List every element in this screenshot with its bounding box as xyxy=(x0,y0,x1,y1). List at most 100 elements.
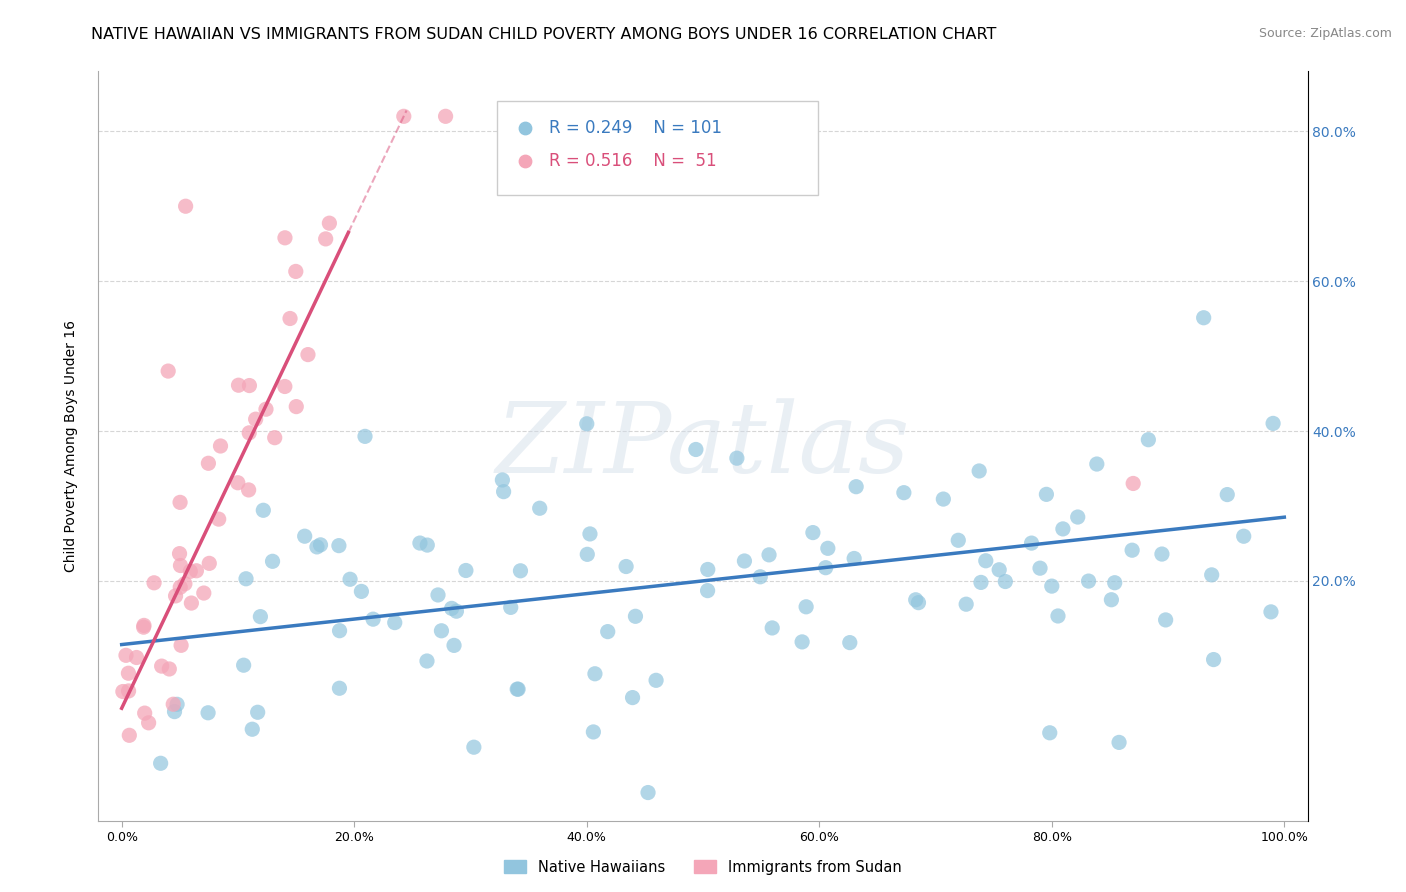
Native Hawaiians xyxy=(1137,433,1160,447)
Native Hawaiians xyxy=(970,575,993,590)
Native Hawaiians xyxy=(637,786,659,800)
Native Hawaiians xyxy=(955,597,977,611)
Native Hawaiians xyxy=(1216,487,1239,501)
Immigrants from Sudan xyxy=(143,575,166,590)
Immigrants from Sudan xyxy=(245,412,267,426)
Native Hawaiians xyxy=(440,601,463,615)
Native Hawaiians xyxy=(328,539,350,553)
Immigrants from Sudan xyxy=(198,557,221,571)
Native Hawaiians xyxy=(624,609,647,624)
Native Hawaiians xyxy=(1077,574,1099,588)
Native Hawaiians xyxy=(416,654,439,668)
Immigrants from Sudan xyxy=(193,586,215,600)
Immigrants from Sudan xyxy=(180,596,202,610)
Native Hawaiians xyxy=(1052,522,1074,536)
Native Hawaiians xyxy=(294,529,316,543)
Native Hawaiians xyxy=(384,615,406,630)
Immigrants from Sudan xyxy=(132,618,155,632)
Native Hawaiians xyxy=(491,473,513,487)
Native Hawaiians xyxy=(596,624,619,639)
Native Hawaiians xyxy=(305,540,328,554)
Native Hawaiians xyxy=(443,639,465,653)
Y-axis label: Child Poverty Among Boys Under 16: Child Poverty Among Boys Under 16 xyxy=(63,320,77,572)
Native Hawaiians xyxy=(508,682,530,697)
Native Hawaiians xyxy=(696,562,718,576)
Native Hawaiians xyxy=(790,635,813,649)
Immigrants from Sudan xyxy=(132,620,155,634)
Native Hawaiians xyxy=(463,740,485,755)
Immigrants from Sudan xyxy=(208,512,231,526)
Native Hawaiians xyxy=(725,451,748,466)
Native Hawaiians xyxy=(844,551,866,566)
Native Hawaiians xyxy=(492,484,515,499)
Native Hawaiians xyxy=(932,492,955,507)
Native Hawaiians xyxy=(1085,457,1108,471)
Native Hawaiians xyxy=(361,612,384,626)
Immigrants from Sudan xyxy=(392,109,415,123)
Native Hawaiians xyxy=(685,442,707,457)
Native Hawaiians xyxy=(1021,536,1043,550)
Immigrants from Sudan xyxy=(318,216,340,230)
Native Hawaiians xyxy=(814,560,837,574)
Native Hawaiians xyxy=(446,604,468,618)
Native Hawaiians xyxy=(454,564,477,578)
Native Hawaiians xyxy=(506,682,529,697)
Native Hawaiians xyxy=(1099,592,1122,607)
Native Hawaiians xyxy=(1192,310,1215,325)
Native Hawaiians xyxy=(733,554,755,568)
Native Hawaiians xyxy=(235,572,257,586)
Native Hawaiians xyxy=(1260,605,1282,619)
Immigrants from Sudan xyxy=(111,684,134,698)
Immigrants from Sudan xyxy=(297,348,319,362)
Text: Source: ZipAtlas.com: Source: ZipAtlas.com xyxy=(1258,27,1392,40)
Immigrants from Sudan xyxy=(434,109,457,123)
Immigrants from Sudan xyxy=(274,379,297,393)
Immigrants from Sudan xyxy=(169,495,191,509)
Native Hawaiians xyxy=(339,572,361,586)
Native Hawaiians xyxy=(163,705,186,719)
Native Hawaiians xyxy=(240,723,263,737)
Native Hawaiians xyxy=(621,690,644,705)
Native Hawaiians xyxy=(1261,417,1284,431)
Native Hawaiians xyxy=(645,673,668,688)
Immigrants from Sudan xyxy=(1122,476,1144,491)
Immigrants from Sudan xyxy=(254,402,277,417)
Native Hawaiians xyxy=(329,624,352,638)
Immigrants from Sudan xyxy=(150,659,173,673)
Immigrants from Sudan xyxy=(169,558,191,573)
Native Hawaiians xyxy=(249,609,271,624)
Immigrants from Sudan xyxy=(209,439,232,453)
Native Hawaiians xyxy=(696,583,718,598)
Native Hawaiians xyxy=(529,501,551,516)
Immigrants from Sudan xyxy=(174,199,197,213)
Immigrants from Sudan xyxy=(179,565,201,579)
Native Hawaiians xyxy=(149,756,172,771)
Native Hawaiians xyxy=(794,599,817,614)
Immigrants from Sudan xyxy=(285,400,308,414)
Native Hawaiians xyxy=(354,429,377,443)
Native Hawaiians xyxy=(1040,579,1063,593)
Native Hawaiians xyxy=(1121,543,1143,558)
Native Hawaiians xyxy=(246,706,269,720)
Native Hawaiians xyxy=(967,464,990,478)
Immigrants from Sudan xyxy=(138,715,160,730)
Immigrants from Sudan xyxy=(551,109,574,123)
Native Hawaiians xyxy=(350,584,373,599)
Native Hawaiians xyxy=(1067,510,1090,524)
Native Hawaiians xyxy=(1202,652,1225,666)
Immigrants from Sudan xyxy=(162,697,184,711)
Native Hawaiians xyxy=(761,621,783,635)
Immigrants from Sudan xyxy=(238,425,260,440)
Native Hawaiians xyxy=(430,624,453,638)
Native Hawaiians xyxy=(427,588,450,602)
Immigrants from Sudan xyxy=(238,378,260,392)
Native Hawaiians xyxy=(1154,613,1177,627)
Native Hawaiians xyxy=(509,564,531,578)
Native Hawaiians xyxy=(749,570,772,584)
Native Hawaiians xyxy=(166,698,188,712)
Native Hawaiians xyxy=(801,525,824,540)
Native Hawaiians xyxy=(948,533,970,548)
Text: ZIPatlas: ZIPatlas xyxy=(496,399,910,493)
Native Hawaiians xyxy=(845,480,868,494)
Native Hawaiians xyxy=(1035,487,1057,501)
